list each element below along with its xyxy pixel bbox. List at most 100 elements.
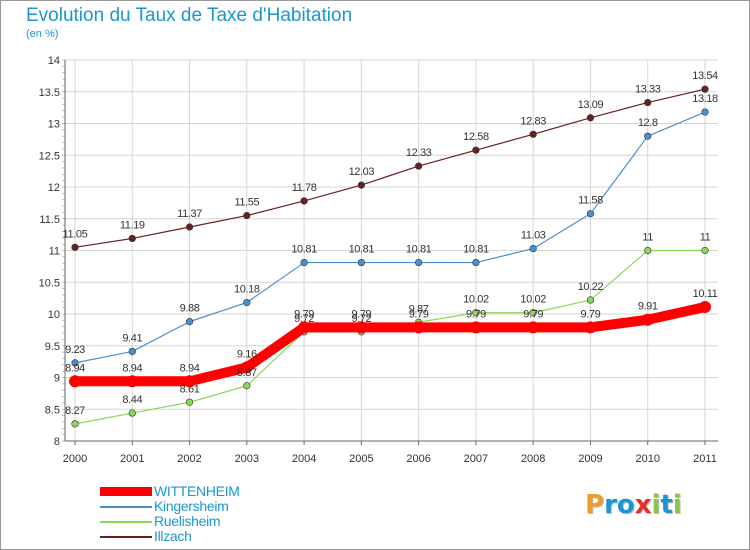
- y-tick-label: 12.5: [39, 150, 60, 162]
- data-label-illzach: 12.58: [463, 131, 489, 143]
- data-point-wittenheim: [298, 321, 311, 334]
- data-point-wittenheim: [527, 321, 540, 334]
- logo-letter: i: [651, 490, 661, 520]
- data-point-kingersheim: [472, 258, 480, 267]
- data-point-illzach: [586, 114, 595, 122]
- data-point-illzach: [644, 98, 652, 107]
- data-point-wittenheim: [641, 313, 654, 326]
- data-point-wittenheim: [469, 321, 482, 334]
- y-tick-label: 8.5: [45, 404, 60, 416]
- legend-swatch: [100, 506, 152, 508]
- series-line-wittenheim: [70, 302, 710, 387]
- data-point-ruelisheim: [586, 296, 595, 304]
- legend-swatch: [100, 487, 152, 496]
- data-point-kingersheim: [300, 258, 308, 267]
- data-point-illzach: [472, 146, 480, 154]
- data-label-wittenheim: 9.79: [351, 308, 371, 320]
- data-point-illzach: [243, 211, 251, 220]
- x-tick-label: 2002: [177, 453, 201, 465]
- data-point-wittenheim: [699, 301, 711, 314]
- data-label-illzach: 11.05: [63, 228, 88, 240]
- y-tick-label: 12: [48, 182, 60, 194]
- legend-swatch: [100, 521, 152, 523]
- data-label-wittenheim: 9.79: [466, 308, 486, 320]
- data-label-kingersheim: 10.81: [406, 244, 432, 256]
- data-label-illzach: 12.83: [520, 115, 546, 127]
- x-tick-label: 2007: [464, 453, 488, 465]
- logo-letter: t: [660, 490, 673, 520]
- data-label-wittenheim: 9.79: [523, 308, 543, 320]
- data-label-wittenheim: 9.79: [581, 308, 601, 320]
- data-point-ruelisheim: [472, 309, 480, 317]
- data-label-kingersheim: 12.8: [638, 117, 658, 129]
- x-tick-label: 2004: [292, 453, 316, 465]
- data-label-illzach: 12.33: [406, 147, 432, 159]
- data-point-illzach: [701, 85, 709, 93]
- data-point-kingersheim: [701, 108, 709, 116]
- data-point-kingersheim: [415, 258, 423, 267]
- data-label-wittenheim: 8.94: [122, 362, 142, 374]
- data-label-wittenheim: 9.91: [638, 301, 658, 313]
- data-point-illzach: [128, 234, 136, 243]
- data-label-kingersheim: 9.23: [65, 344, 85, 356]
- data-point-kingersheim: [644, 132, 652, 140]
- legend-label: WITTENHEIM: [154, 483, 240, 499]
- data-point-illzach: [357, 181, 365, 189]
- data-point-kingersheim: [357, 258, 365, 267]
- y-tick-label: 9.5: [45, 341, 60, 353]
- data-label-illzach: 11.37: [177, 208, 202, 220]
- data-label-ruelisheim: 8.44: [122, 394, 142, 406]
- data-label-ruelisheim: 9.72: [351, 313, 371, 325]
- proxiti-logo: Proxiti: [585, 490, 682, 520]
- logo-letter: x: [634, 490, 652, 520]
- y-tick-label: 13: [48, 119, 60, 131]
- series-line-kingersheim: [74, 111, 706, 364]
- data-point-kingersheim: [128, 347, 136, 356]
- data-point-ruelisheim: [701, 246, 709, 255]
- data-point-wittenheim: [412, 321, 425, 334]
- data-label-wittenheim: 9.79: [294, 308, 314, 320]
- data-point-ruelisheim: [185, 398, 194, 406]
- y-tick-label: 9: [54, 373, 60, 385]
- data-point-kingersheim: [71, 359, 79, 367]
- x-tick-label: 2011: [693, 453, 717, 465]
- data-point-kingersheim: [586, 210, 595, 218]
- logo-letter: i: [672, 490, 682, 520]
- x-tick-label: 2009: [578, 453, 602, 465]
- data-label-illzach: 11.55: [234, 197, 259, 209]
- data-label-kingersheim: 10.81: [463, 244, 489, 256]
- data-label-illzach: 11.19: [120, 219, 145, 231]
- logo-letter: r: [604, 490, 617, 520]
- data-label-ruelisheim: 8.27: [65, 405, 85, 417]
- data-label-kingersheim: 13.18: [692, 93, 718, 105]
- data-label-wittenheim: 8.94: [180, 362, 200, 374]
- y-tick-label: 10: [48, 309, 60, 321]
- data-point-wittenheim: [240, 361, 253, 374]
- data-point-ruelisheim: [243, 382, 251, 390]
- legend-swatch: [100, 536, 152, 538]
- data-point-kingersheim: [243, 298, 251, 307]
- data-point-illzach: [415, 162, 423, 170]
- y-tick-label: 14: [48, 55, 60, 67]
- data-point-wittenheim: [183, 375, 196, 388]
- data-label-illzach: 11.78: [292, 182, 317, 194]
- data-point-ruelisheim: [529, 309, 537, 317]
- y-tick-label: 11.5: [39, 214, 60, 226]
- data-point-ruelisheim: [128, 409, 136, 417]
- data-label-kingersheim: 10.81: [291, 244, 317, 256]
- data-labels: 11.05 11.19 11.37 11.55 11.78 12.03 12.33 12.58…: [63, 70, 719, 417]
- data-label-ruelisheim: 10.22: [578, 281, 604, 293]
- data-point-wittenheim: [584, 321, 597, 334]
- data-label-kingersheim: 9.41: [122, 332, 142, 344]
- data-label-ruelisheim: 8.87: [237, 367, 257, 379]
- y-tick-label: 13.5: [39, 87, 60, 99]
- data-point-ruelisheim: [644, 246, 652, 255]
- x-tick-label: 2001: [120, 453, 144, 465]
- data-label-wittenheim: 9.16: [237, 348, 257, 360]
- logo-letter: P: [585, 490, 605, 520]
- x-tick-label: 2005: [349, 453, 373, 465]
- legend-label: Illzach: [154, 528, 192, 544]
- data-point-ruelisheim: [71, 420, 79, 428]
- data-label-illzach: 13.33: [635, 84, 661, 96]
